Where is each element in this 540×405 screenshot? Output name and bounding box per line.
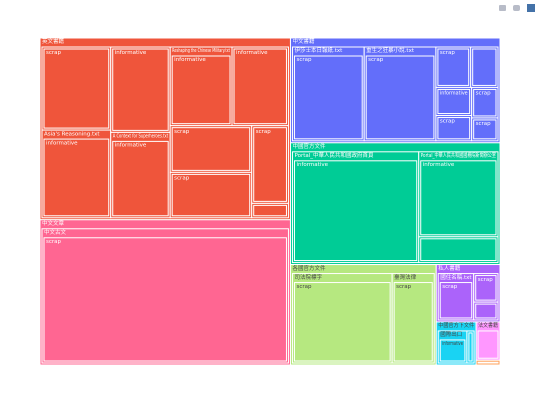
group-label: 司法院標字 [294, 273, 322, 281]
group-label: 國住名稿.txt [440, 273, 472, 281]
group-label: 中國官方下文件 [438, 321, 474, 329]
treemap-leaf [253, 204, 287, 217]
treemap-leaf [475, 303, 497, 319]
treemap-leaf [112, 140, 169, 217]
treemap-leaf [393, 282, 433, 362]
treemap-leaf [43, 138, 110, 217]
leaf-label: informative [442, 341, 463, 347]
treemap-leaf [439, 339, 466, 362]
group-label: 重生之狂暴小說.txt [366, 46, 415, 54]
treemap-leaf [293, 160, 418, 262]
group-label: Asia's Reasoning.txt [44, 131, 100, 137]
treemap-leaf [473, 119, 497, 140]
leaf-label: informative [46, 140, 78, 146]
leaf-label: scrap [46, 239, 62, 245]
camera-icon[interactable] [499, 5, 506, 11]
leaf-label: scrap [440, 119, 456, 125]
treemap-leaf [43, 237, 287, 362]
treemap-leaf [472, 48, 497, 86]
treemap-leaf [468, 332, 473, 362]
treemap-leaf [477, 361, 499, 364]
group-label: Portal_中華人民共和國國務院新聞辦公室 [421, 151, 497, 159]
treemap-leaf [293, 55, 363, 140]
leaf-label: scrap [396, 284, 412, 290]
group-label: 私人書籍 [438, 264, 461, 272]
treemap-leaf [439, 282, 473, 319]
leaf-label: scrap [440, 50, 456, 56]
group-label: 法文書籍 [478, 321, 498, 329]
leaf-label: informative [115, 143, 147, 149]
treemap-leaf [365, 55, 435, 140]
group-label: 臺灣法律 [394, 273, 417, 281]
group-label: 伊莎士本日報紙.txt [294, 46, 343, 54]
leaf-label: informative [423, 162, 455, 168]
treemap-leaf [171, 127, 251, 171]
treemap-leaf [253, 127, 287, 202]
leaf-label: scrap [368, 57, 384, 63]
group-label: Portal_中華人民共和國政府首頁 [294, 151, 374, 159]
treemap-leaf [112, 48, 169, 131]
treemap-leaf [437, 88, 471, 115]
modebar[interactable] [499, 4, 535, 12]
leaf-label: scrap [476, 121, 492, 127]
treemap-leaf [473, 88, 497, 117]
leaf-label: scrap [174, 176, 190, 182]
group-label: 中文書籍 [292, 37, 315, 45]
group-label: 國際出口 [440, 330, 462, 338]
treemap-leaf [477, 330, 499, 359]
leaf-label: scrap [296, 284, 312, 290]
treemap-leaf [437, 48, 470, 86]
treemap-leaf [420, 238, 497, 262]
leaf-label: scrap [256, 129, 272, 135]
treemap: 英文書籍 scrap Asia's Reasoning.txt informative… [39, 37, 501, 366]
treemap-leaf [171, 55, 231, 125]
zoom-icon[interactable] [513, 5, 520, 11]
leaf-label: scrap [478, 277, 494, 283]
leaf-label: informative [236, 50, 268, 56]
treemap-leaf [437, 117, 471, 140]
treemap-leaf [293, 282, 391, 362]
treemap-leaf [475, 275, 497, 301]
leaf-label: scrap [46, 50, 62, 56]
group-label: 各國官方文件 [292, 264, 326, 272]
leaf-label: scrap [174, 129, 190, 135]
leaf-label: scrap [476, 91, 492, 97]
treemap-leaf [233, 48, 287, 125]
leaf-label: informative [174, 57, 206, 63]
leaf-label: informative [115, 50, 147, 56]
treemap-leaf [420, 160, 497, 236]
leaf-label: informative [440, 91, 468, 97]
leaf-label: scrap [296, 57, 312, 63]
group-label: Reshaping the Chinese Military.txt [172, 48, 230, 54]
group-label: A Context for Superheroes.txt [113, 134, 169, 140]
plotly-logo[interactable] [527, 4, 535, 12]
treemap-leaf [43, 48, 110, 129]
leaf-label: informative [296, 162, 328, 168]
group-label: 中國官方文件 [292, 142, 326, 150]
group-label: 中文古文 [44, 228, 67, 236]
leaf-label: scrap [442, 284, 458, 290]
group-label: 英文書籍 [42, 37, 65, 45]
group-label: 中文文章 [42, 219, 65, 227]
treemap-leaf [171, 173, 251, 217]
